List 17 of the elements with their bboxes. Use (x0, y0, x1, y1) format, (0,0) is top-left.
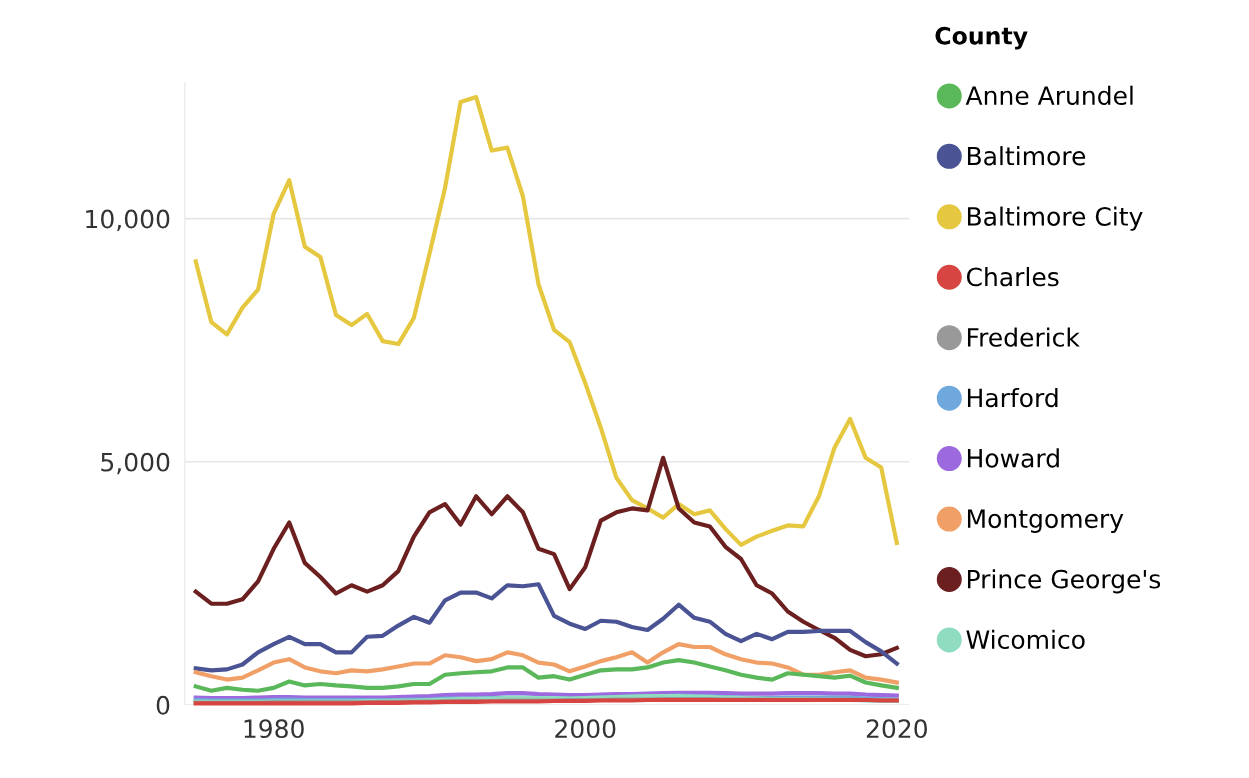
legend-label: Wicomico (966, 629, 1085, 650)
y-tick-label: 0 (156, 695, 170, 715)
legend-label: Frederick (967, 327, 1080, 347)
legend-label: Baltimore City (967, 206, 1143, 231)
legend-label: Anne Arundel (965, 85, 1133, 106)
legend-label: Howard (967, 448, 1059, 468)
legend-label: Montgomery (967, 509, 1124, 533)
y-tick-label: 10,000 (86, 209, 170, 232)
y-tick-label: 5,000 (101, 452, 170, 475)
legend-title: County (935, 26, 1028, 50)
legend-label: Harford (967, 387, 1058, 408)
legend-label: Charles (966, 267, 1059, 287)
legend-label: Baltimore (967, 146, 1086, 166)
x-tick-label: 2020 (866, 719, 927, 739)
legend-label: Prince George's (967, 569, 1161, 594)
x-tick-label: 1980 (244, 719, 304, 739)
x-tick-label: 2000 (555, 719, 616, 739)
